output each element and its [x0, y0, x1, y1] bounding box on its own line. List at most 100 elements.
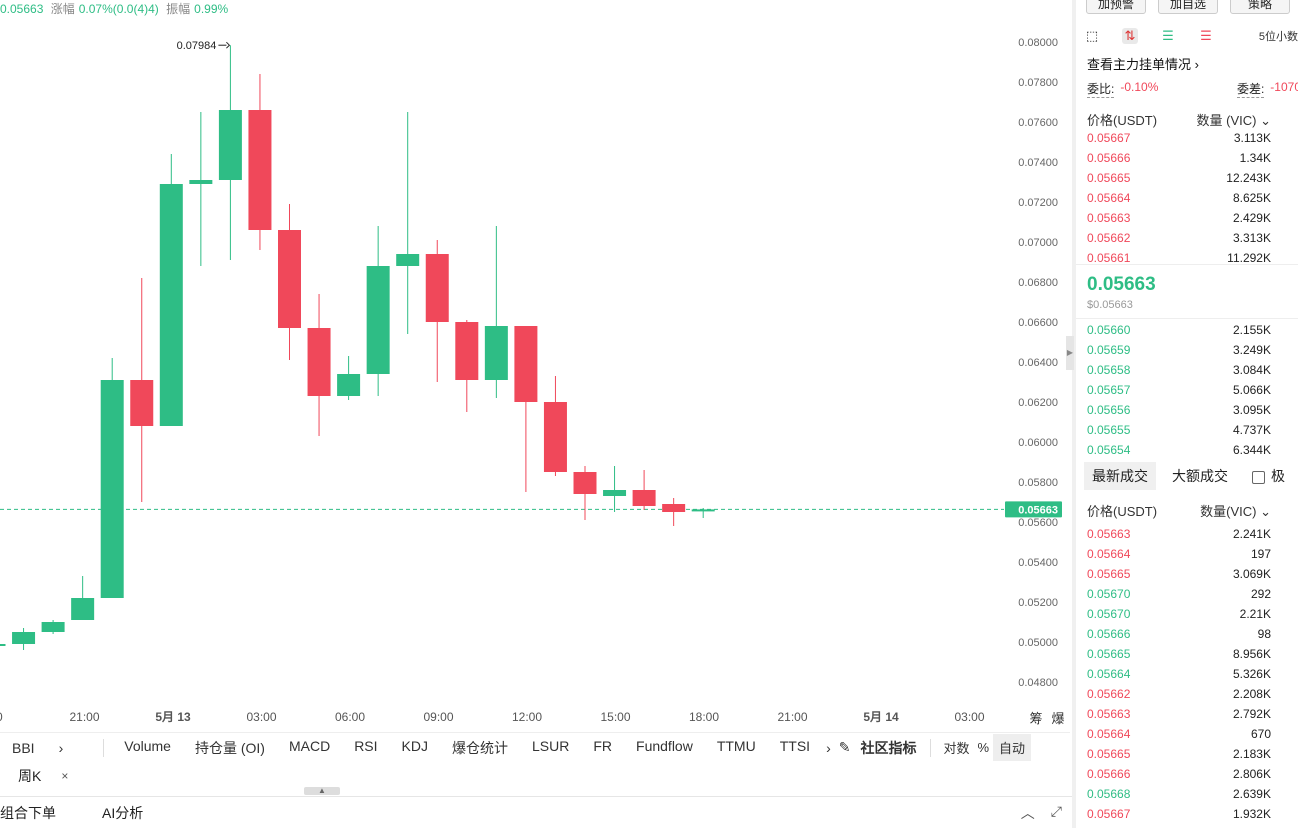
expand-icon[interactable]: ⤢ [1050, 802, 1062, 819]
orderbook-row[interactable]: 0.05666 98 [1087, 624, 1271, 644]
indicator-item[interactable]: 持仓量 (OI) [194, 739, 265, 756]
orderbook-row[interactable]: 0.05662 2.208K [1087, 684, 1271, 704]
row-qty: 4.737K [1232, 423, 1271, 437]
orderbook-row[interactable]: 0.05667 3.113K [1087, 128, 1271, 148]
indicator-item[interactable]: MACD [288, 737, 331, 754]
tab-combo-order[interactable]: 组合下单 [0, 804, 56, 821]
orderbook-row[interactable]: 0.05657 5.066K [1087, 380, 1271, 400]
orderbook-row[interactable]: 0.05661 11.292K [1087, 248, 1271, 268]
tab-large-trades[interactable]: 大额成交 [1172, 468, 1228, 484]
change-value: 0.07%(0.0(4)4) [78, 2, 159, 16]
indicator-item[interactable]: RSI [354, 737, 378, 754]
collapse-panel-button[interactable]: ▶ [1066, 336, 1074, 370]
orderbook-row[interactable]: 0.05654 6.344K [1087, 440, 1271, 460]
orderbook-row[interactable]: 0.05667 1.932K [1087, 804, 1271, 824]
row-price: 0.05664 [1087, 667, 1131, 681]
add-watchlist-button[interactable]: 加自选 [1158, 0, 1218, 14]
orderbook-row[interactable]: 0.05670 292 [1087, 584, 1271, 604]
chevron-up-icon[interactable]: ︿ [1020, 804, 1035, 821]
orderbook-row[interactable]: 0.05670 2.21K [1087, 604, 1271, 624]
indicator-item[interactable]: Fundflow [636, 737, 693, 754]
orderbook-row[interactable]: 0.05666 1.34K [1087, 148, 1271, 168]
trade-col-qty[interactable]: 数量(VIC) ⌄ [1200, 501, 1271, 520]
y-tick-label: 0.07800 [1018, 77, 1058, 89]
indicator-item[interactable]: TTSI [779, 737, 811, 754]
x-tick-label: 18:00 [689, 710, 719, 724]
indicator-item[interactable]: LSUR [531, 737, 570, 754]
row-qty: 2.183K [1232, 747, 1271, 761]
trade-col-qty-label: 数量(VIC) [1200, 504, 1257, 519]
log-scale-toggle[interactable]: 对数 [943, 741, 970, 756]
y-tick-label: 0.05400 [1018, 557, 1058, 569]
add-alert-button[interactable]: 加预警 [1086, 0, 1146, 14]
percent-scale-toggle[interactable]: % [977, 740, 990, 755]
orderbook-row[interactable]: 0.05663 2.429K [1087, 208, 1271, 228]
x-tick-label: 21:00 [777, 710, 807, 724]
orderbook-row[interactable]: 0.05660 2.155K [1087, 320, 1271, 340]
orderbook-row[interactable]: 0.05664 5.326K [1087, 664, 1271, 684]
y-tick-label: 0.04800 [1018, 677, 1058, 689]
both-sides-view-icon[interactable]: ⇅ [1122, 28, 1138, 44]
decimals-select[interactable]: 5位小数 [1258, 31, 1298, 43]
row-qty: 1.932K [1232, 807, 1271, 821]
orderbook-row[interactable]: 0.05662 3.313K [1087, 228, 1271, 248]
indicator-item[interactable]: TTMU [716, 737, 756, 754]
asks-view-icon[interactable]: ☰ [1200, 28, 1212, 43]
orderbook-row[interactable]: 0.05666 2.806K [1087, 764, 1271, 784]
candlestick-chart[interactable]: 0.08000 0.07800 0.07600 0.07400 0.07200 0.070… [0, 0, 1068, 730]
orderbook-row[interactable]: 0.05663 2.792K [1087, 704, 1271, 724]
indicator-item[interactable]: 爆仓统计 [451, 739, 508, 756]
orderbook-row[interactable]: 0.05664 197 [1087, 544, 1271, 564]
orderbook-row[interactable]: 0.05656 3.095K [1087, 400, 1271, 420]
orderbook-row[interactable]: 0.05663 2.241K [1087, 524, 1271, 544]
row-qty: 2.21K [1239, 607, 1271, 621]
chevron-right-icon[interactable]: › [58, 739, 64, 756]
orderbook-row[interactable]: 0.05664 670 [1087, 724, 1271, 744]
edit-icon[interactable]: ✎ [838, 739, 851, 755]
orderbook-row[interactable]: 0.05668 2.639K [1087, 784, 1271, 804]
tab-latest-trades[interactable]: 最新成交 [1084, 462, 1156, 490]
popout-icon[interactable]: ⬚ [1085, 28, 1099, 43]
ticker-summary: 0.05663 涨幅 0.07%(0.0(4)4) 振幅 0.99% [0, 0, 232, 17]
orderbook-row[interactable]: 0.05665 12.243K [1087, 168, 1271, 188]
strategy-button[interactable]: 策略 [1230, 0, 1290, 14]
indicator-bbi[interactable]: BBI [12, 739, 35, 756]
candle-body [71, 598, 95, 620]
period-weekly[interactable]: 周K [18, 768, 42, 784]
chart-canvas[interactable]: 0.08000 0.07800 0.07600 0.07400 0.07200 0.070… [0, 0, 1068, 730]
indicator-item[interactable]: KDJ [401, 737, 428, 754]
orderbook-row[interactable]: 0.05665 3.069K [1087, 564, 1271, 584]
indicator-item[interactable]: FR [593, 737, 613, 754]
row-price: 0.05664 [1087, 191, 1131, 205]
col-qty[interactable]: 数量 (VIC) ⌄ [1197, 110, 1271, 129]
x-tick-label: 03:00 [246, 710, 276, 724]
row-qty: 3.095K [1232, 403, 1271, 417]
row-price: 0.05665 [1087, 647, 1131, 661]
indicator-item[interactable]: Volume [124, 737, 171, 754]
chevron-right-icon[interactable]: › [826, 739, 831, 756]
checkbox[interactable] [1252, 470, 1265, 484]
extra-filter[interactable]: 极 [1252, 466, 1285, 486]
y-tick-label: 0.07400 [1018, 157, 1058, 169]
current-price-label: 0.05663 [1018, 504, 1058, 516]
orderbook-row[interactable]: 0.05655 4.737K [1087, 420, 1271, 440]
auto-scale-toggle[interactable]: 自动 [993, 734, 1032, 761]
orderbook-row[interactable]: 0.05659 3.249K [1087, 340, 1271, 360]
resize-handle[interactable]: ▲ [304, 787, 340, 795]
divider [103, 738, 105, 757]
close-icon[interactable]: × [61, 769, 69, 783]
x-tick-label: 5月 13 [155, 710, 191, 724]
tab-ai-analysis[interactable]: AI分析 [102, 804, 144, 821]
orderbook-row[interactable]: 0.05665 2.183K [1087, 744, 1271, 764]
main-force-orders-link[interactable]: 查看主力挂单情况 › [1087, 54, 1199, 73]
community-indicators[interactable]: 社区指标 [860, 739, 917, 756]
bids-view-icon[interactable]: ☰ [1162, 28, 1174, 43]
candle-body [159, 184, 183, 426]
orderbook-row[interactable]: 0.05658 3.084K [1087, 360, 1271, 380]
orderbook-row[interactable]: 0.05664 8.625K [1087, 188, 1271, 208]
row-qty: 2.806K [1232, 767, 1271, 781]
orderbook-row[interactable]: 0.05665 8.956K [1087, 644, 1271, 664]
period-selector: 周K × [18, 766, 68, 786]
chart-tool-label: 筹 [1029, 711, 1042, 727]
